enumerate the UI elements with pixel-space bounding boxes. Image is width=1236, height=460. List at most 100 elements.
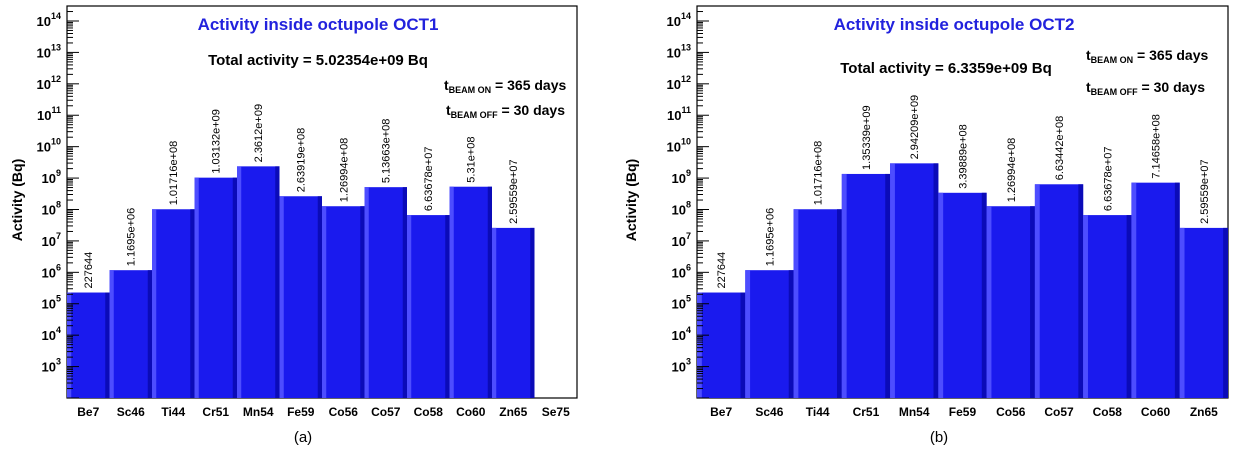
- data-label: 1.35339e+09: [861, 105, 873, 170]
- x-tick-label: Mn54: [899, 405, 930, 419]
- bar-shadow: [402, 187, 407, 398]
- bar: [1034, 184, 1084, 398]
- bar: [1083, 215, 1132, 398]
- panel-label: (a): [294, 429, 312, 446]
- data-label: 7.14658e+08: [1151, 114, 1163, 179]
- y-tick-label: 104: [42, 325, 61, 343]
- y-tick-label: 1010: [667, 137, 691, 155]
- data-label: 6.63678e+07: [423, 147, 435, 212]
- bar-body: [67, 292, 110, 398]
- y-tick-label: 106: [42, 262, 61, 280]
- bar-shadow: [1174, 182, 1180, 398]
- bar-body: [1131, 182, 1180, 398]
- bar: [109, 270, 152, 398]
- bar-body: [1179, 227, 1228, 398]
- bar-highlight: [1083, 215, 1088, 398]
- y-tick-label: 109: [672, 168, 691, 186]
- beam-off-annotation: tBEAM OFF = 30 days: [1086, 79, 1205, 97]
- bar-body: [890, 163, 939, 398]
- bar-body: [938, 192, 987, 398]
- bar-body: [279, 196, 322, 398]
- y-tick-label: 1013: [667, 42, 691, 60]
- bar: [67, 292, 110, 398]
- bar-highlight: [449, 186, 454, 398]
- x-tick-label: Fe59: [287, 405, 315, 419]
- y-tick-label: 108: [672, 199, 691, 217]
- data-label: 3.39889e+08: [957, 124, 969, 189]
- bar: [449, 186, 492, 398]
- bar-body: [492, 227, 535, 398]
- bar-shadow: [190, 209, 195, 398]
- bar-body: [986, 206, 1035, 398]
- bar: [890, 163, 939, 398]
- bar-body: [745, 270, 794, 398]
- y-tick-label: 103: [672, 357, 691, 375]
- bar-highlight: [279, 196, 284, 398]
- bar-highlight: [1131, 182, 1137, 398]
- bar-shadow: [232, 177, 237, 398]
- y-tick-label: 1012: [37, 74, 61, 92]
- y-tick-label: 109: [42, 168, 61, 186]
- data-label: 1.1695e+06: [764, 208, 776, 266]
- bar-highlight: [1179, 227, 1185, 398]
- bar-body: [152, 209, 195, 398]
- x-tick-label: Co56: [329, 405, 359, 419]
- data-label: 2.59559e+07: [508, 159, 520, 224]
- bar-shadow: [933, 163, 939, 398]
- bar-highlight: [194, 177, 199, 398]
- y-tick-label: 1010: [37, 137, 61, 155]
- bar-body: [1083, 215, 1132, 398]
- y-tick-label: 105: [42, 294, 61, 312]
- data-label: 1.03132e+09: [211, 109, 223, 174]
- bar-shadow: [885, 173, 891, 398]
- data-label: 6.63442e+08: [1054, 116, 1066, 181]
- beam-on-annotation: tBEAM ON = 365 days: [444, 77, 566, 95]
- bar-body: [322, 206, 365, 398]
- total-activity-annotation: Total activity = 6.3359e+09 Bq: [840, 60, 1052, 77]
- bar: [1131, 182, 1180, 398]
- data-label: 2.63919e+08: [296, 128, 308, 193]
- data-label: 6.63678e+07: [1102, 147, 1114, 212]
- bar-body: [237, 166, 280, 398]
- data-label: 2.3612e+09: [253, 104, 265, 162]
- data-label: 2.59559e+07: [1199, 159, 1211, 224]
- data-label: 1.26994e+08: [1006, 138, 1018, 203]
- bar-highlight: [938, 192, 944, 398]
- x-tick-label: Co57: [371, 405, 401, 419]
- bar: [938, 192, 987, 398]
- bar-shadow: [740, 292, 746, 398]
- x-tick-label: Zn65: [1190, 405, 1218, 419]
- x-tick-label: Cr51: [202, 405, 229, 419]
- data-label: 2.94209e+09: [909, 95, 921, 160]
- y-tick-label: 1014: [37, 11, 61, 29]
- bar-highlight: [492, 227, 497, 398]
- x-tick-label: Co58: [1093, 405, 1123, 419]
- total-activity-annotation: Total activity = 5.02354e+09 Bq: [208, 52, 428, 69]
- bar-shadow: [147, 270, 152, 398]
- y-axis-label: Activity (Bq): [623, 159, 639, 241]
- y-tick-label: 107: [672, 231, 691, 249]
- bar-shadow: [1223, 227, 1228, 398]
- bar-body: [194, 177, 237, 398]
- bar-shadow: [1078, 184, 1084, 398]
- x-tick-label: Mn54: [243, 405, 274, 419]
- bar-highlight: [793, 209, 799, 398]
- bar: [1179, 227, 1228, 398]
- bar: [194, 177, 237, 398]
- bar-highlight: [986, 206, 992, 398]
- bar-shadow: [487, 186, 492, 398]
- y-tick-label: 106: [672, 262, 691, 280]
- bar-shadow: [530, 227, 535, 398]
- x-tick-label: Co60: [456, 405, 486, 419]
- bar: [152, 209, 195, 398]
- bar: [841, 173, 891, 398]
- bar: [986, 206, 1035, 398]
- beam-on-annotation: tBEAM ON = 365 days: [1086, 47, 1208, 65]
- x-tick-label: Co56: [996, 405, 1026, 419]
- y-axis: 103 104 105 106 107 108 109 1010 1011 1012 1013 101…: [667, 5, 709, 399]
- bar-highlight: [745, 270, 751, 398]
- bar-highlight: [841, 173, 847, 398]
- bar-body: [1034, 184, 1084, 398]
- chart-panel-1: 227644 Be7 1.1695e+06 Sc46 1.01716e+08 Ti44 1.…: [9, 5, 578, 446]
